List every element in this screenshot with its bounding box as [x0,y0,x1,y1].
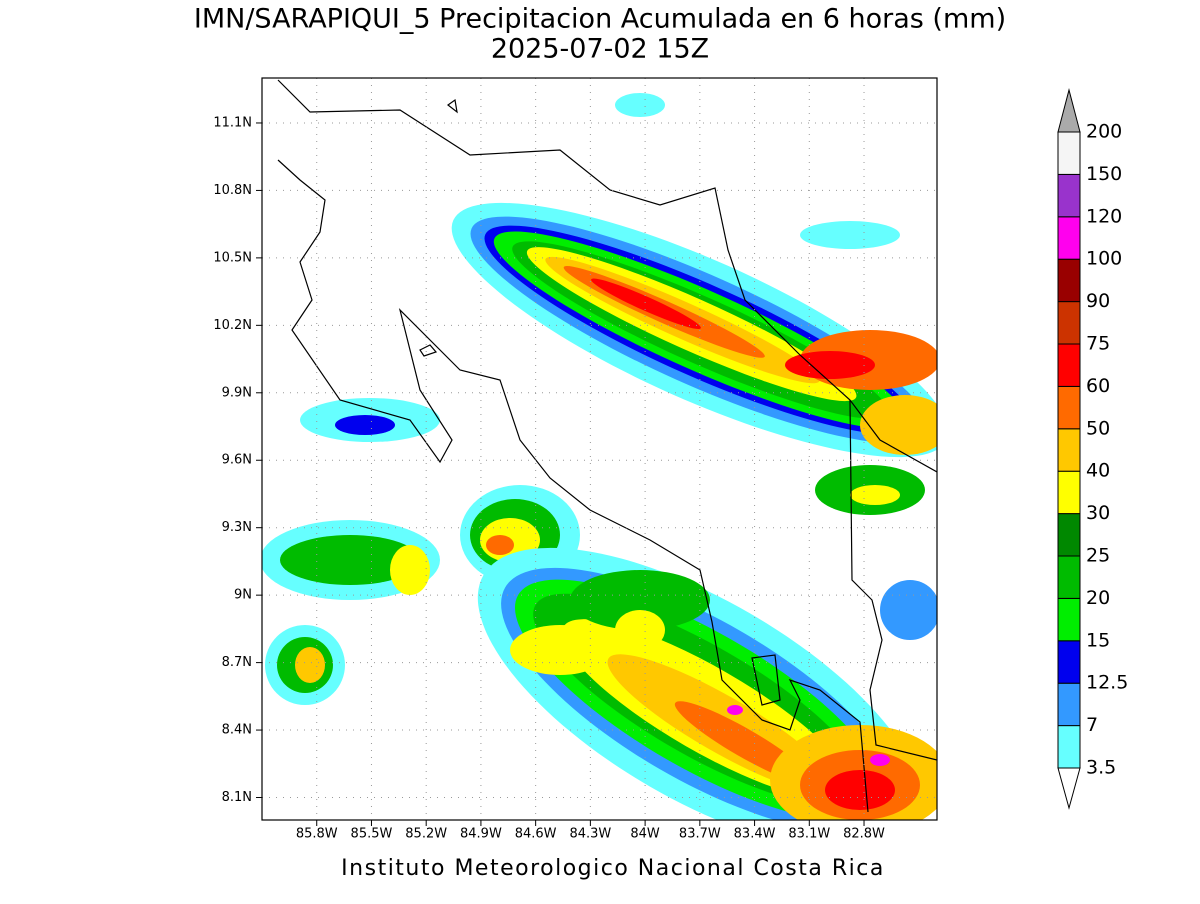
colorbar-label: 30 [1086,502,1110,524]
precipitation-field [262,93,937,820]
colorbar-label: 7 [1086,714,1098,736]
lon-tick-label: 85.8W [296,827,338,842]
lat-tick-label: 10.2N [213,318,252,333]
colorbar-box [1057,216,1081,260]
axis-ticks: 85.8W 85.5W 85.2W 84.9W 84.6W 84.3W 84W 83.7W 83… [213,115,885,841]
colorbar-box [1057,470,1081,515]
colorbar-label: 100 [1086,248,1122,270]
colorbar-over [1057,88,1081,133]
lat-tick-label: 10.5N [213,250,252,265]
lon-tick-label: 83.7W [679,827,721,842]
colorbar-box [1057,428,1081,472]
lat-tick-label: 11.1N [213,115,252,130]
lon-tick-label: 85.2W [405,827,447,842]
lon-tick-label: 84.9W [460,827,502,842]
colorbar-label: 75 [1086,333,1110,355]
lat-tick-label: 8.1N [222,790,252,805]
colorbar-box [1057,173,1081,218]
colorbar-label: 40 [1086,460,1110,482]
lat-tick-label: 10.8N [213,183,252,198]
colorbar-box [1057,343,1081,387]
lat-tick-label: 9.9N [222,385,252,400]
lat-tick-label: 9.3N [222,520,252,535]
colorbar-box [1057,301,1081,345]
colorbar-box [1057,385,1081,430]
colorbar-label: 50 [1086,417,1110,439]
title: IMN/SARAPIQUI_5 Precipitacion Acumulada … [194,4,1006,35]
colorbar-box [1057,513,1081,557]
lon-tick-label: 85.5W [351,827,393,842]
colorbar-label: 20 [1086,587,1110,609]
lat-tick-label: 8.7N [222,655,252,670]
colorbar-under [1057,767,1081,810]
colorbar-box [1057,131,1081,175]
lon-tick-label: 83.4W [734,827,776,842]
colorbar-box [1057,555,1081,599]
colorbar-label: 3.5 [1086,757,1116,779]
colorbar-label: 150 [1086,163,1122,185]
coastlines [277,79,937,813]
colorbar-label: 120 [1086,205,1122,227]
colorbar-label: 15 [1086,629,1110,651]
colorbar-label: 90 [1086,290,1110,312]
lon-tick-label: 83.1W [788,827,830,842]
colorbar-box [1057,725,1081,769]
lon-tick-label: 82.8W [843,827,885,842]
lat-tick-label: 9N [234,588,252,603]
colorbar: 3.5 7 12.5 15 20 25 30 40 50 60 75 90 100 120 150 200 [1057,88,1128,810]
colorbar-box [1057,682,1081,727]
footer: Instituto Meteorologico Nacional Costa R… [341,856,885,881]
colorbar-box [1057,258,1081,303]
lat-tick-label: 9.6N [222,453,252,468]
map-frame [261,77,938,821]
colorbar-label: 12.5 [1086,672,1128,694]
lon-tick-label: 84.3W [569,827,611,842]
colorbar-box [1057,640,1081,684]
graticule [262,78,937,820]
subtitle: 2025-07-02 15Z [491,34,709,65]
colorbar-label: 25 [1086,545,1110,567]
colorbar-box [1057,597,1081,642]
colorbar-label: 60 [1086,375,1110,397]
lon-tick-label: 84W [630,827,660,842]
lat-tick-label: 8.4N [222,723,252,738]
lon-tick-label: 84.6W [515,827,557,842]
colorbar-label: 200 [1086,121,1122,143]
